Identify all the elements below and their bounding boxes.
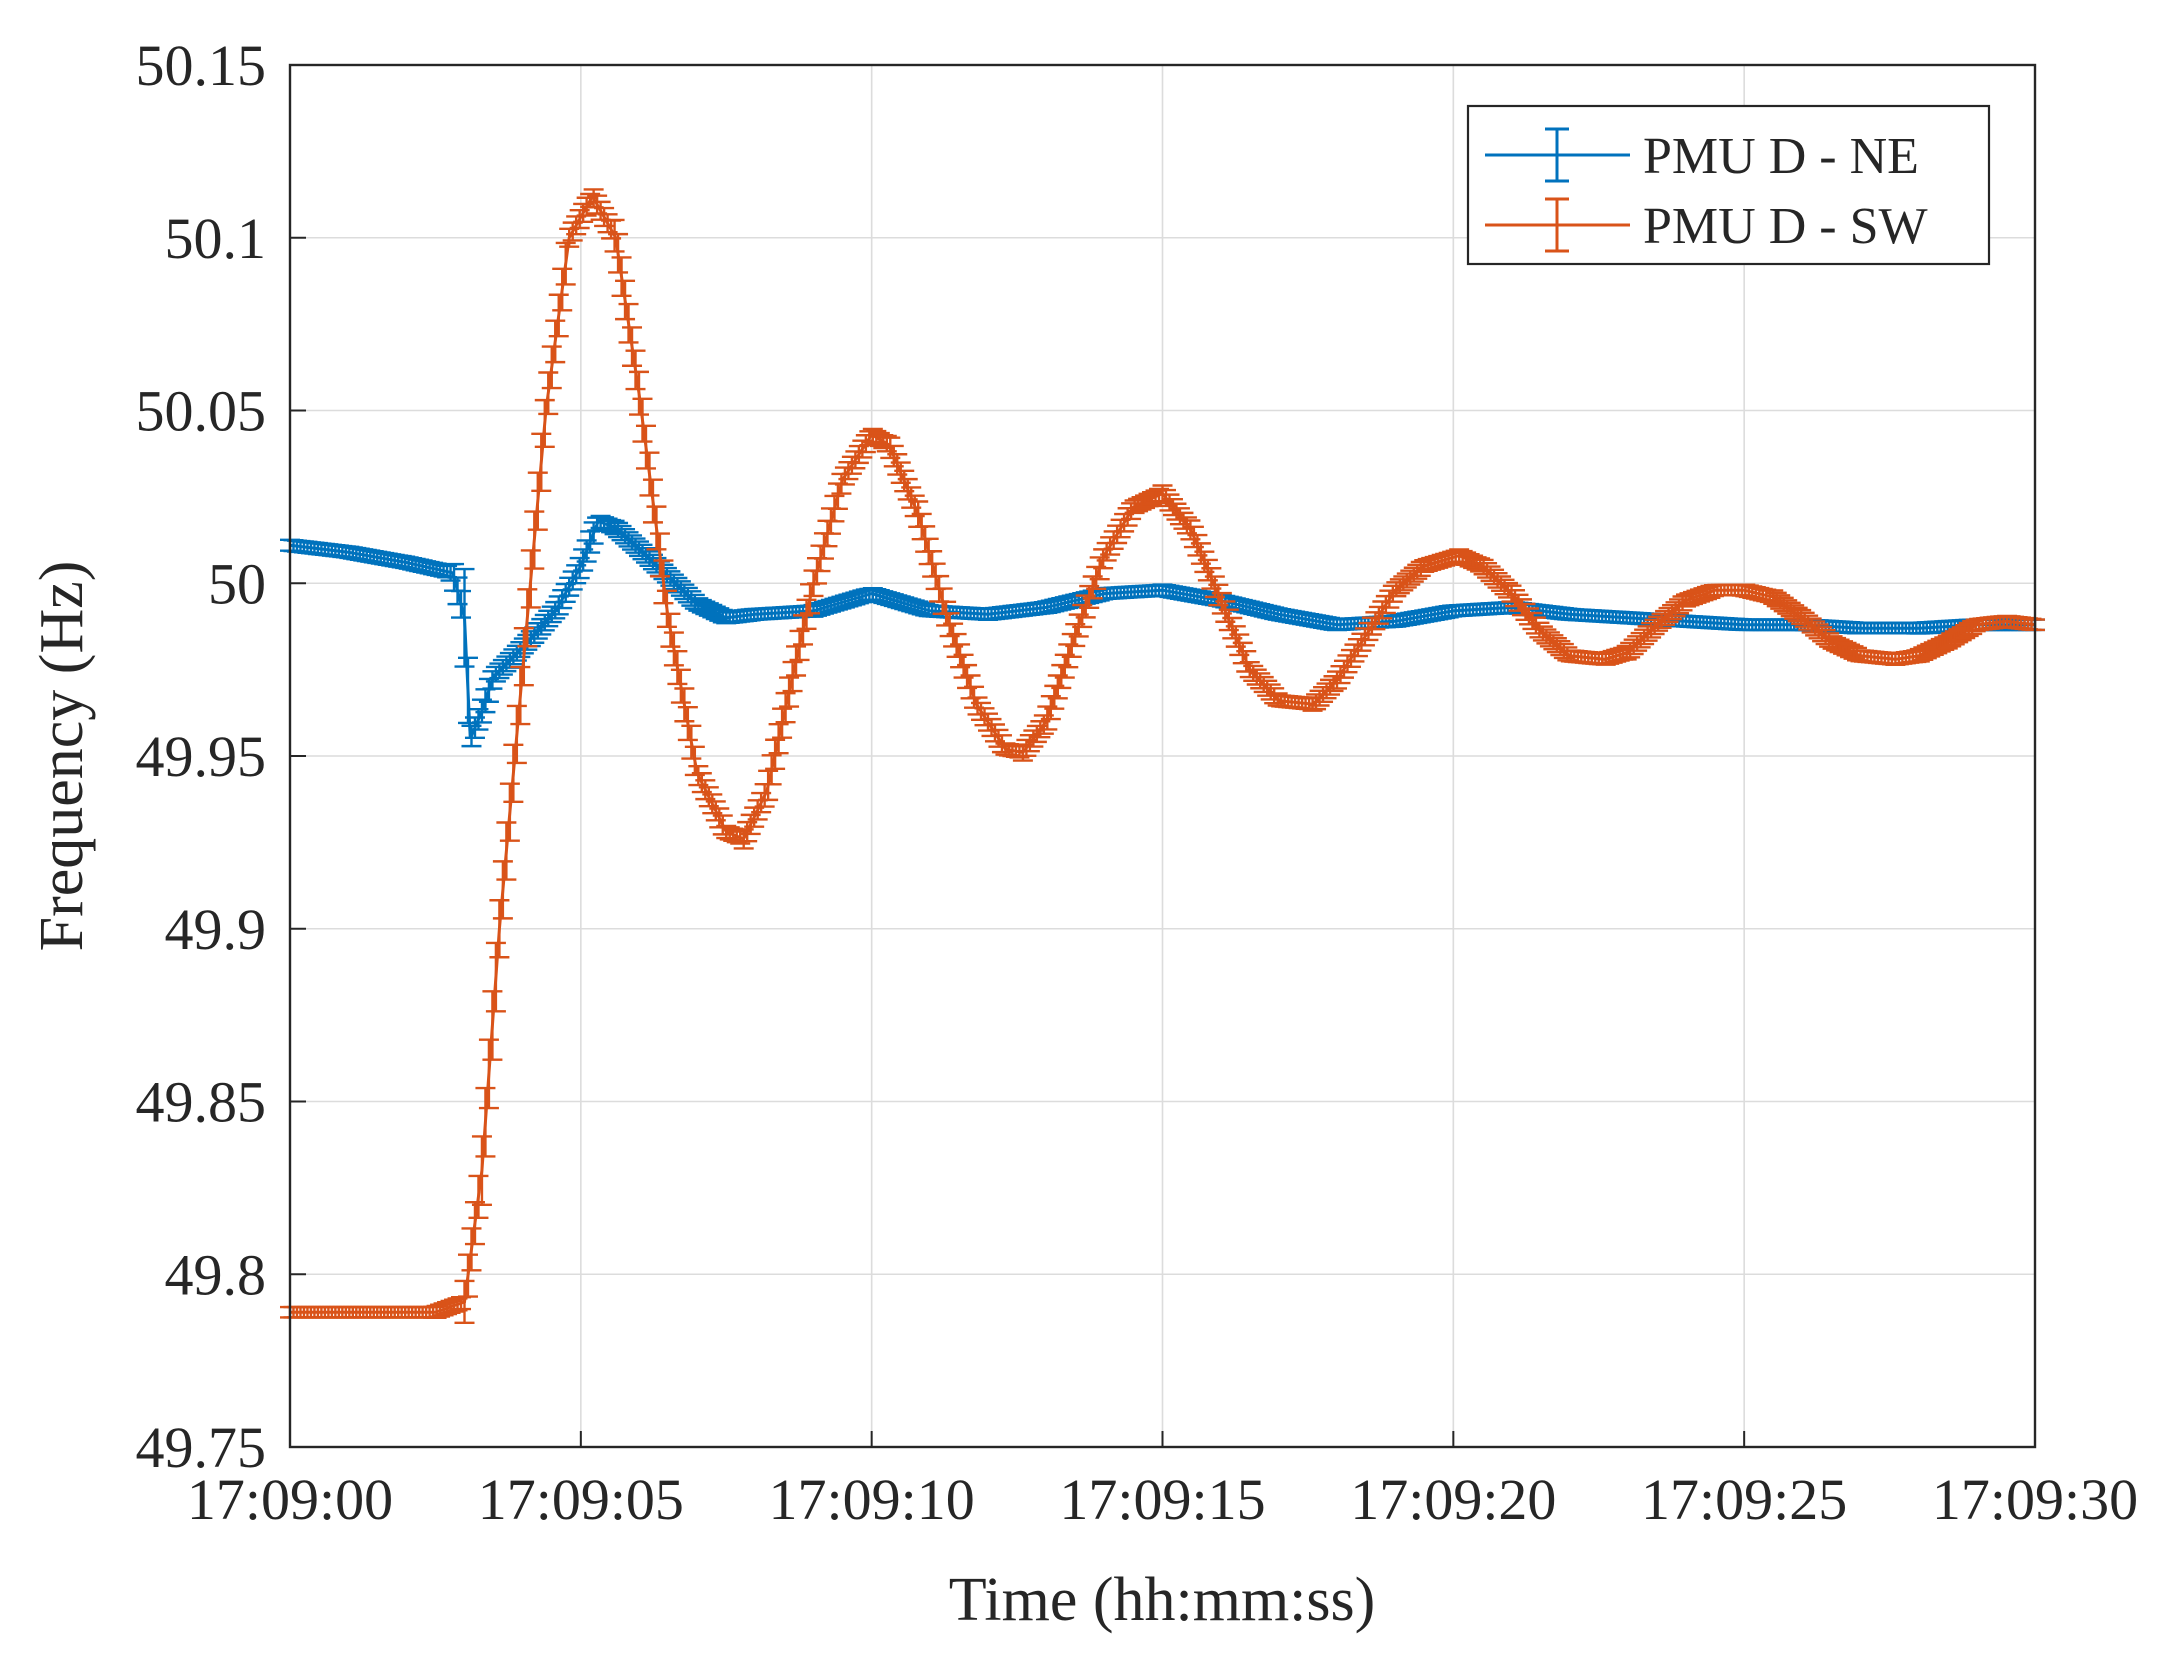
x-axis-label: Time (hh:mm:ss) bbox=[949, 1566, 1376, 1634]
y-tick-label: 49.85 bbox=[136, 1070, 267, 1135]
x-tick-label: 17:09:00 bbox=[187, 1467, 393, 1532]
y-tick-label: 49.75 bbox=[136, 1415, 267, 1480]
legend: PMU D - NE PMU D - SW bbox=[1466, 104, 1991, 266]
legend-box bbox=[1466, 104, 1991, 266]
y-tick-labels: 49.75 49.8 49.85 49.9 49.95 50 50.05 50.1 50.15 bbox=[136, 33, 267, 1480]
y-axis-label: Frequency (Hz) bbox=[28, 561, 96, 952]
axes-box bbox=[288, 63, 2037, 1449]
y-tick-label: 50.15 bbox=[136, 33, 267, 98]
x-tick-labels: 17:09:00 17:09:05 17:09:10 17:09:15 17:09:20… bbox=[187, 1467, 2138, 1532]
y-tick-label: 50.05 bbox=[136, 379, 267, 444]
y-tick-label: 49.95 bbox=[136, 724, 267, 789]
legend-label: PMU D - SW bbox=[1643, 198, 1928, 255]
y-tick-label: 49.8 bbox=[165, 1242, 267, 1307]
x-tick-label: 17:09:30 bbox=[1932, 1467, 2138, 1532]
legend-entry: PMU D - NE bbox=[1485, 127, 1919, 185]
x-tick-label: 17:09:15 bbox=[1059, 1467, 1265, 1532]
x-tick-label: 17:09:10 bbox=[769, 1467, 975, 1532]
x-tick-label: 17:09:05 bbox=[478, 1467, 684, 1532]
legend-entry: PMU D - SW bbox=[1485, 197, 1928, 255]
y-tick-label: 50 bbox=[208, 551, 266, 616]
error-bars bbox=[280, 188, 2045, 1325]
x-tick-label: 17:09:20 bbox=[1350, 1467, 1556, 1532]
series-pmu-d-sw bbox=[280, 188, 2045, 1325]
x-tick-label: 17:09:25 bbox=[1641, 1467, 1847, 1532]
series-layer bbox=[280, 188, 2045, 1325]
y-tick-label: 49.9 bbox=[165, 897, 267, 962]
legend-label: PMU D - NE bbox=[1643, 128, 1919, 185]
y-tick-label: 50.1 bbox=[165, 206, 267, 271]
